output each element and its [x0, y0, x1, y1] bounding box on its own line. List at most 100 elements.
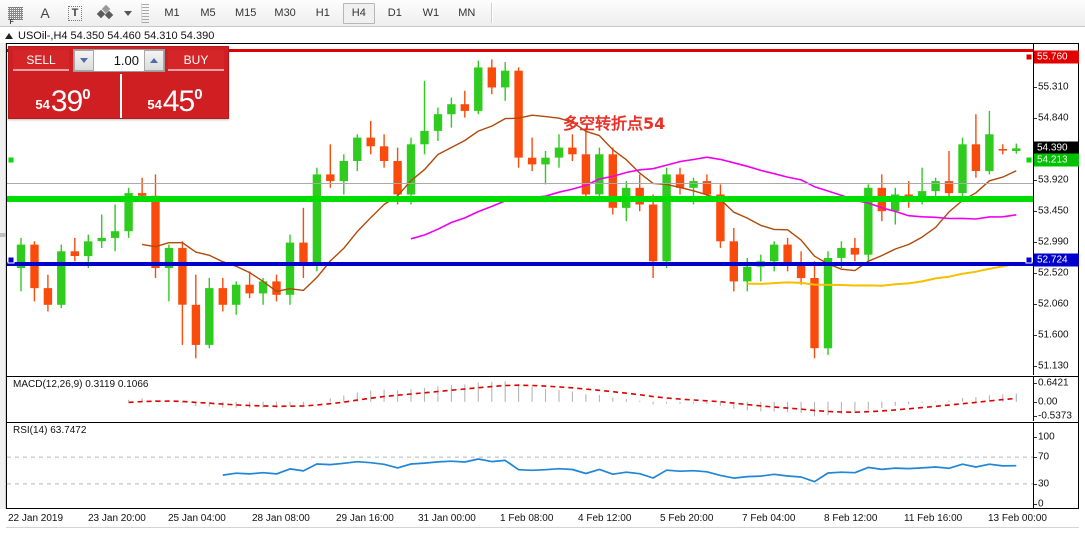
- text-label-icon[interactable]: A: [40, 5, 50, 21]
- buy-price-sup: 0: [194, 86, 203, 103]
- chart-expand-icon[interactable]: [5, 32, 13, 39]
- tab-h1[interactable]: H1: [315, 7, 330, 19]
- one-click-trading-panel: SELL 1.00 BUY 54 39 0 54 45 0: [8, 46, 229, 119]
- price-pane: 多空转折点54 55.760 55.310 54.840 54.390 53.920 53…: [7, 44, 1079, 375]
- time-axis-label: 11 Feb 16:00: [904, 513, 963, 524]
- resistance-line[interactable]: [7, 49, 1033, 52]
- price-axis[interactable]: 55.760 55.310 54.840 54.390 53.920 53.450 52.9…: [1033, 44, 1079, 375]
- bid-line-handle[interactable]: [7, 156, 15, 164]
- tab-w1[interactable]: W1: [422, 7, 440, 19]
- price-axis-tick: [1034, 334, 1037, 336]
- chevron-down-icon[interactable]: [120, 1, 136, 26]
- scroll-nub[interactable]: [0, 233, 6, 237]
- resistance-handle-right[interactable]: [1025, 53, 1033, 61]
- tab-m1[interactable]: M1: [164, 7, 180, 19]
- tab-m30[interactable]: M30: [274, 7, 296, 19]
- sell-price-display[interactable]: 54 39 0: [9, 74, 117, 118]
- symbol-header: USOil-,H4 54.350 54.460 54.310 54.390: [0, 28, 1085, 43]
- sell-price-main: 39: [50, 85, 83, 118]
- buy-button[interactable]: BUY: [168, 50, 224, 71]
- time-axis-label: 23 Jan 20:00: [88, 513, 146, 524]
- last-price-line: [7, 183, 1033, 184]
- price-axis-tick: [1034, 86, 1037, 88]
- rsi-label: RSI(14) 63.7472: [11, 425, 89, 436]
- tab-h4[interactable]: H4: [342, 2, 375, 24]
- rsi-axis-label: 70: [1038, 451, 1050, 463]
- rsi-axis-tick: [1034, 483, 1037, 485]
- bid-line[interactable]: [7, 196, 1033, 202]
- macd-svg: [128, 381, 1017, 417]
- support-line[interactable]: [7, 262, 1033, 266]
- volume-input[interactable]: 1.00: [113, 53, 139, 68]
- rsi-axis-tick: [1034, 457, 1037, 459]
- price-axis-tick: [1034, 304, 1037, 306]
- text-object-icon[interactable]: T: [60, 1, 90, 26]
- tab-m5[interactable]: M5: [200, 7, 216, 19]
- price-axis-label: 53.920: [1038, 174, 1069, 186]
- rsi-svg: [7, 456, 1033, 485]
- toolbar: F A T M1 M5 M15 M30 H1 H4 D1 W1 MN: [0, 0, 1085, 27]
- time-axis-label: 22 Jan 2019: [8, 513, 64, 524]
- tab-d1[interactable]: D1: [387, 7, 402, 19]
- toolbar-grip[interactable]: [141, 3, 149, 23]
- time-axis-label: 28 Jan 08:00: [252, 513, 310, 524]
- resistance-line-tag[interactable]: 55.760: [1034, 50, 1079, 64]
- support-line-tag[interactable]: 52.724: [1034, 253, 1079, 267]
- bottom-divider: [6, 527, 1079, 528]
- volume-stepper[interactable]: 1.00: [73, 49, 165, 72]
- price-plot-area[interactable]: 多空转折点54: [7, 44, 1033, 375]
- trade-panel-top: SELL 1.00 BUY: [9, 47, 228, 74]
- macd-axis-label: -0.5373: [1038, 410, 1072, 422]
- bid-handle-right[interactable]: [1025, 156, 1033, 164]
- time-axis-label: 1 Feb 08:00: [500, 513, 554, 524]
- price-axis-label: 55.310: [1038, 81, 1069, 93]
- trade-panel-prices: 54 39 0 54 45 0: [9, 74, 228, 118]
- price-axis-label: 52.520: [1038, 267, 1069, 279]
- price-axis-label: 53.450: [1038, 205, 1069, 217]
- sell-button[interactable]: SELL: [13, 50, 69, 71]
- macd-axis-label: 0.6421: [1038, 377, 1069, 389]
- rsi-pane: RSI(14) 63.7472 100 70 30 0: [7, 422, 1078, 510]
- rsi-axis-label: 100: [1038, 431, 1055, 443]
- last-price-tag[interactable]: 54.390: [1034, 141, 1079, 155]
- time-axis-label: 7 Feb 04:00: [742, 513, 796, 524]
- support-handle-right[interactable]: [1025, 256, 1033, 264]
- chart-frame: 多空转折点54 55.760 55.310 54.840 54.390 53.920 53…: [6, 43, 1079, 510]
- rsi-axis-tick: [1034, 437, 1037, 438]
- left-scroll-rail[interactable]: [0, 43, 6, 509]
- sell-price-sup: 0: [82, 86, 91, 103]
- rsi-axis-label: 30: [1038, 478, 1050, 490]
- support-line-handle[interactable]: [7, 256, 15, 264]
- price-axis-label: 51.600: [1038, 329, 1069, 341]
- macd-label: MACD(12,26,9) 0.3119 0.1066: [11, 379, 151, 390]
- macd-axis-tick: [1034, 401, 1037, 403]
- tab-m15[interactable]: M15: [235, 7, 257, 19]
- crosshair-f-icon[interactable]: F: [0, 1, 30, 26]
- macd-axis-tick: [1034, 383, 1037, 384]
- buy-price-prefix: 54: [147, 97, 162, 112]
- volume-decrement-button[interactable]: [74, 50, 94, 71]
- price-axis-tick: [1034, 241, 1037, 243]
- price-axis-tick: [1034, 118, 1037, 120]
- bid-price-tag[interactable]: 54.213: [1034, 153, 1079, 167]
- rsi-axis: 100 70 30 0: [1033, 423, 1078, 510]
- price-axis-label: 51.130: [1038, 360, 1069, 372]
- time-axis-label: 25 Jan 04:00: [168, 513, 226, 524]
- time-axis-label: 29 Jan 16:00: [336, 513, 394, 524]
- price-axis-label: 52.990: [1038, 236, 1069, 248]
- symbol-ohlc-label: USOil-,H4 54.350 54.460 54.310 54.390: [18, 29, 215, 42]
- indicators-icon[interactable]: [90, 1, 120, 26]
- time-axis-label: 8 Feb 12:00: [824, 513, 878, 524]
- tab-mn[interactable]: MN: [458, 7, 476, 19]
- buy-price-display[interactable]: 54 45 0: [120, 74, 228, 118]
- time-axis-label: 13 Feb 00:00: [988, 513, 1047, 524]
- chart-annotation-text: 多空转折点54: [563, 114, 666, 133]
- rsi-plot-area[interactable]: RSI(14) 63.7472: [7, 423, 1033, 508]
- time-axis: 22 Jan 2019 23 Jan 20:00 25 Jan 04:00 28 Ja…: [6, 510, 1079, 530]
- volume-increment-button[interactable]: [144, 50, 164, 71]
- rsi-axis-label: 0: [1038, 498, 1044, 510]
- macd-axis-label: 0.00: [1038, 396, 1058, 408]
- macd-axis-tick: [1034, 416, 1037, 417]
- macd-plot-area[interactable]: MACD(12,26,9) 0.3119 0.1066: [7, 377, 1033, 421]
- time-axis-label: 4 Feb 12:00: [578, 513, 632, 524]
